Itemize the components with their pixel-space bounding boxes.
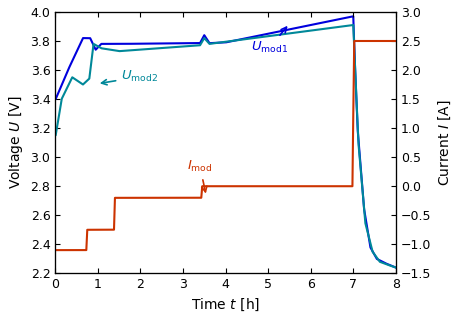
X-axis label: Time $t$ [h]: Time $t$ [h]: [190, 297, 259, 313]
Text: $U_\mathregular{mod2}$: $U_\mathregular{mod2}$: [101, 69, 158, 85]
Text: $I_\mathregular{mod}$: $I_\mathregular{mod}$: [187, 159, 213, 192]
Y-axis label: Current $I$ [A]: Current $I$ [A]: [436, 99, 452, 186]
Y-axis label: Voltage $U$ [V]: Voltage $U$ [V]: [7, 96, 25, 189]
Text: $U_\mathregular{mod1}$: $U_\mathregular{mod1}$: [251, 27, 288, 55]
